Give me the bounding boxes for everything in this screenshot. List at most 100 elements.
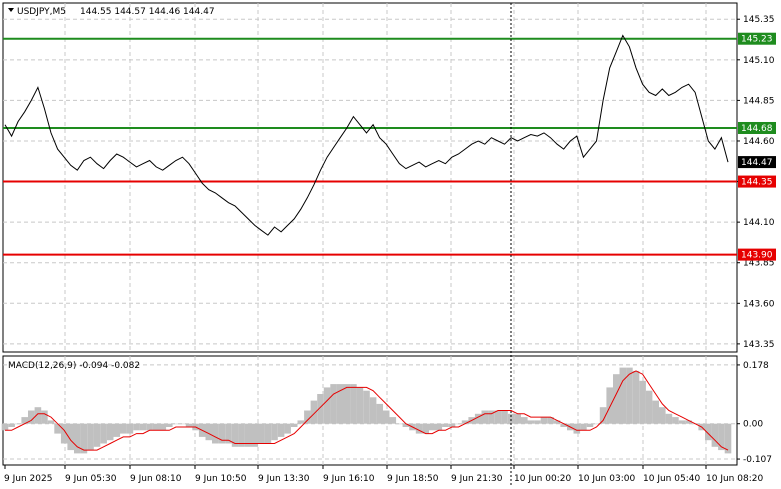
macd-histogram-bar xyxy=(382,410,390,424)
macd-y-tick-label: 0.178 xyxy=(743,361,769,371)
macd-histogram-bar xyxy=(172,423,180,425)
time-tick-label: 9 Jun 13:30 xyxy=(258,474,310,484)
macd-histogram-bar xyxy=(448,423,456,427)
macd-histogram-bar xyxy=(580,423,587,431)
macd-histogram-bar xyxy=(718,423,725,451)
macd-histogram-bar xyxy=(41,410,48,424)
macd-histogram-bar xyxy=(271,423,278,441)
price-level-tag-label: 144.68 xyxy=(741,124,773,134)
macd-histogram-bar xyxy=(258,423,265,444)
macd-histogram-bar xyxy=(652,400,659,424)
macd-histogram-bar xyxy=(343,384,351,424)
macd-histogram-bar xyxy=(28,410,35,424)
price-y-tick-label: 144.10 xyxy=(743,218,775,228)
macd-panel[interactable]: 0.178 0.00 -0.107 MACD(12,26,9) -0.094 -0.… xyxy=(1,355,772,466)
macd-y-axis: 0.178 0.00 -0.107 xyxy=(737,361,772,465)
macd-histogram-bar xyxy=(323,387,331,424)
macd-histogram-bar xyxy=(60,423,68,444)
macd-histogram-bar xyxy=(540,417,548,424)
macd-histogram-bar xyxy=(659,407,666,424)
price-series-line xyxy=(4,34,729,236)
time-tick-label: 9 Jun 2025 xyxy=(4,474,52,484)
macd-histogram-bar xyxy=(705,423,712,441)
price-level-tag-label: 143.90 xyxy=(741,251,773,261)
chart-header: USDJPY,M5 144.55 144.57 144.46 144.47 xyxy=(8,7,215,17)
current-price-tag xyxy=(738,156,776,169)
macd-histogram-bar xyxy=(724,423,732,454)
time-tick-label: 9 Jun 16:10 xyxy=(323,474,375,484)
macd-histogram-bar xyxy=(133,423,140,431)
macd-histogram-bar xyxy=(251,423,259,447)
macd-histogram-bar xyxy=(645,390,653,424)
symbol-label: USDJPY,M5 xyxy=(17,7,66,17)
macd-histogram-bar xyxy=(560,423,567,427)
macd-histogram-bar xyxy=(139,423,147,431)
macd-histogram-bar xyxy=(244,423,252,447)
price-level-tag xyxy=(738,32,776,45)
level-tags: 145.23 144.68 144.35 143.90 144.47 xyxy=(738,32,776,261)
macd-histogram-bar xyxy=(47,420,55,424)
price-level-tag-label: 144.35 xyxy=(741,178,773,188)
macd-histogram-bar xyxy=(350,384,357,424)
macd-histogram-bar xyxy=(106,423,114,441)
macd-histogram-bar xyxy=(534,420,541,424)
macd-histogram-bar xyxy=(632,370,640,424)
macd-histogram-bar xyxy=(369,397,377,424)
macd-histogram-bar xyxy=(455,423,462,425)
macd-histogram-bar xyxy=(428,423,436,431)
price-panel[interactable]: 145.35 145.10 144.85 144.60 144.35 144.10 143.… xyxy=(2,2,776,353)
macd-header: MACD(12,26,9) -0.094 -0.082 xyxy=(8,361,140,371)
macd-histogram-bar xyxy=(474,413,482,424)
macd-histogram-bar xyxy=(179,423,186,425)
macd-histogram-bar xyxy=(74,423,81,454)
price-level-tag-label: 145.23 xyxy=(741,35,773,45)
macd-histogram-bar xyxy=(711,423,719,447)
macd-histogram-bar xyxy=(14,423,22,425)
time-tick-label: 10 Jun 03:00 xyxy=(578,474,635,484)
macd-histogram-bar xyxy=(113,423,121,437)
macd-histogram-bar xyxy=(488,410,495,424)
macd-histogram-bar xyxy=(87,423,94,451)
macd-y-tick-label: -0.107 xyxy=(743,455,772,465)
macd-histogram-bar xyxy=(626,367,633,424)
macd-histogram-bar xyxy=(442,423,449,427)
price-level-tag xyxy=(738,248,776,261)
ohlc-readout: 144.55 144.57 144.46 144.47 xyxy=(80,7,215,17)
macd-histogram-bar xyxy=(415,423,423,434)
macd-histogram-bar xyxy=(166,423,173,427)
macd-histogram-bar xyxy=(330,384,337,424)
macd-histogram-bar xyxy=(231,423,239,447)
macd-histogram-bar xyxy=(8,423,15,427)
macd-histogram-bar xyxy=(356,387,364,424)
time-tick-label: 9 Jun 08:10 xyxy=(130,474,182,484)
macd-histogram-bar xyxy=(225,423,232,444)
macd-histogram-bar xyxy=(593,423,600,425)
time-tick-label: 9 Jun 10:50 xyxy=(195,474,247,484)
macd-histogram-bar xyxy=(238,423,245,447)
macd-histogram-bar xyxy=(290,423,298,427)
macd-histogram-bar xyxy=(665,413,673,424)
time-tick-label: 10 Jun 00:20 xyxy=(514,474,571,484)
macd-histogram-bar xyxy=(212,423,219,444)
macd-histogram-bar xyxy=(402,423,410,427)
macd-histogram-bar xyxy=(422,423,429,434)
macd-histogram-bar xyxy=(613,374,620,424)
time-tick-label: 9 Jun 21:30 xyxy=(451,474,503,484)
time-tick-label: 9 Jun 18:50 xyxy=(387,474,439,484)
macd-histogram-bar xyxy=(152,423,160,431)
macd-histogram-bar xyxy=(277,423,285,437)
macd-histogram-bar xyxy=(21,417,28,424)
dropdown-triangle-icon[interactable] xyxy=(8,8,14,12)
macd-histogram-bar xyxy=(461,420,469,424)
macd-histogram-bar xyxy=(146,423,153,431)
macd-histogram-bar xyxy=(435,423,443,431)
macd-histogram-bar xyxy=(363,390,370,424)
price-panel-frame xyxy=(2,2,738,353)
macd-histogram-bar xyxy=(672,417,679,424)
macd-histogram-bar xyxy=(264,423,272,444)
macd-histogram-bar xyxy=(317,394,324,424)
time-tick-label: 10 Jun 05:40 xyxy=(643,474,700,484)
macd-histogram-bar xyxy=(80,423,88,454)
macd-histogram-bar xyxy=(304,410,311,424)
